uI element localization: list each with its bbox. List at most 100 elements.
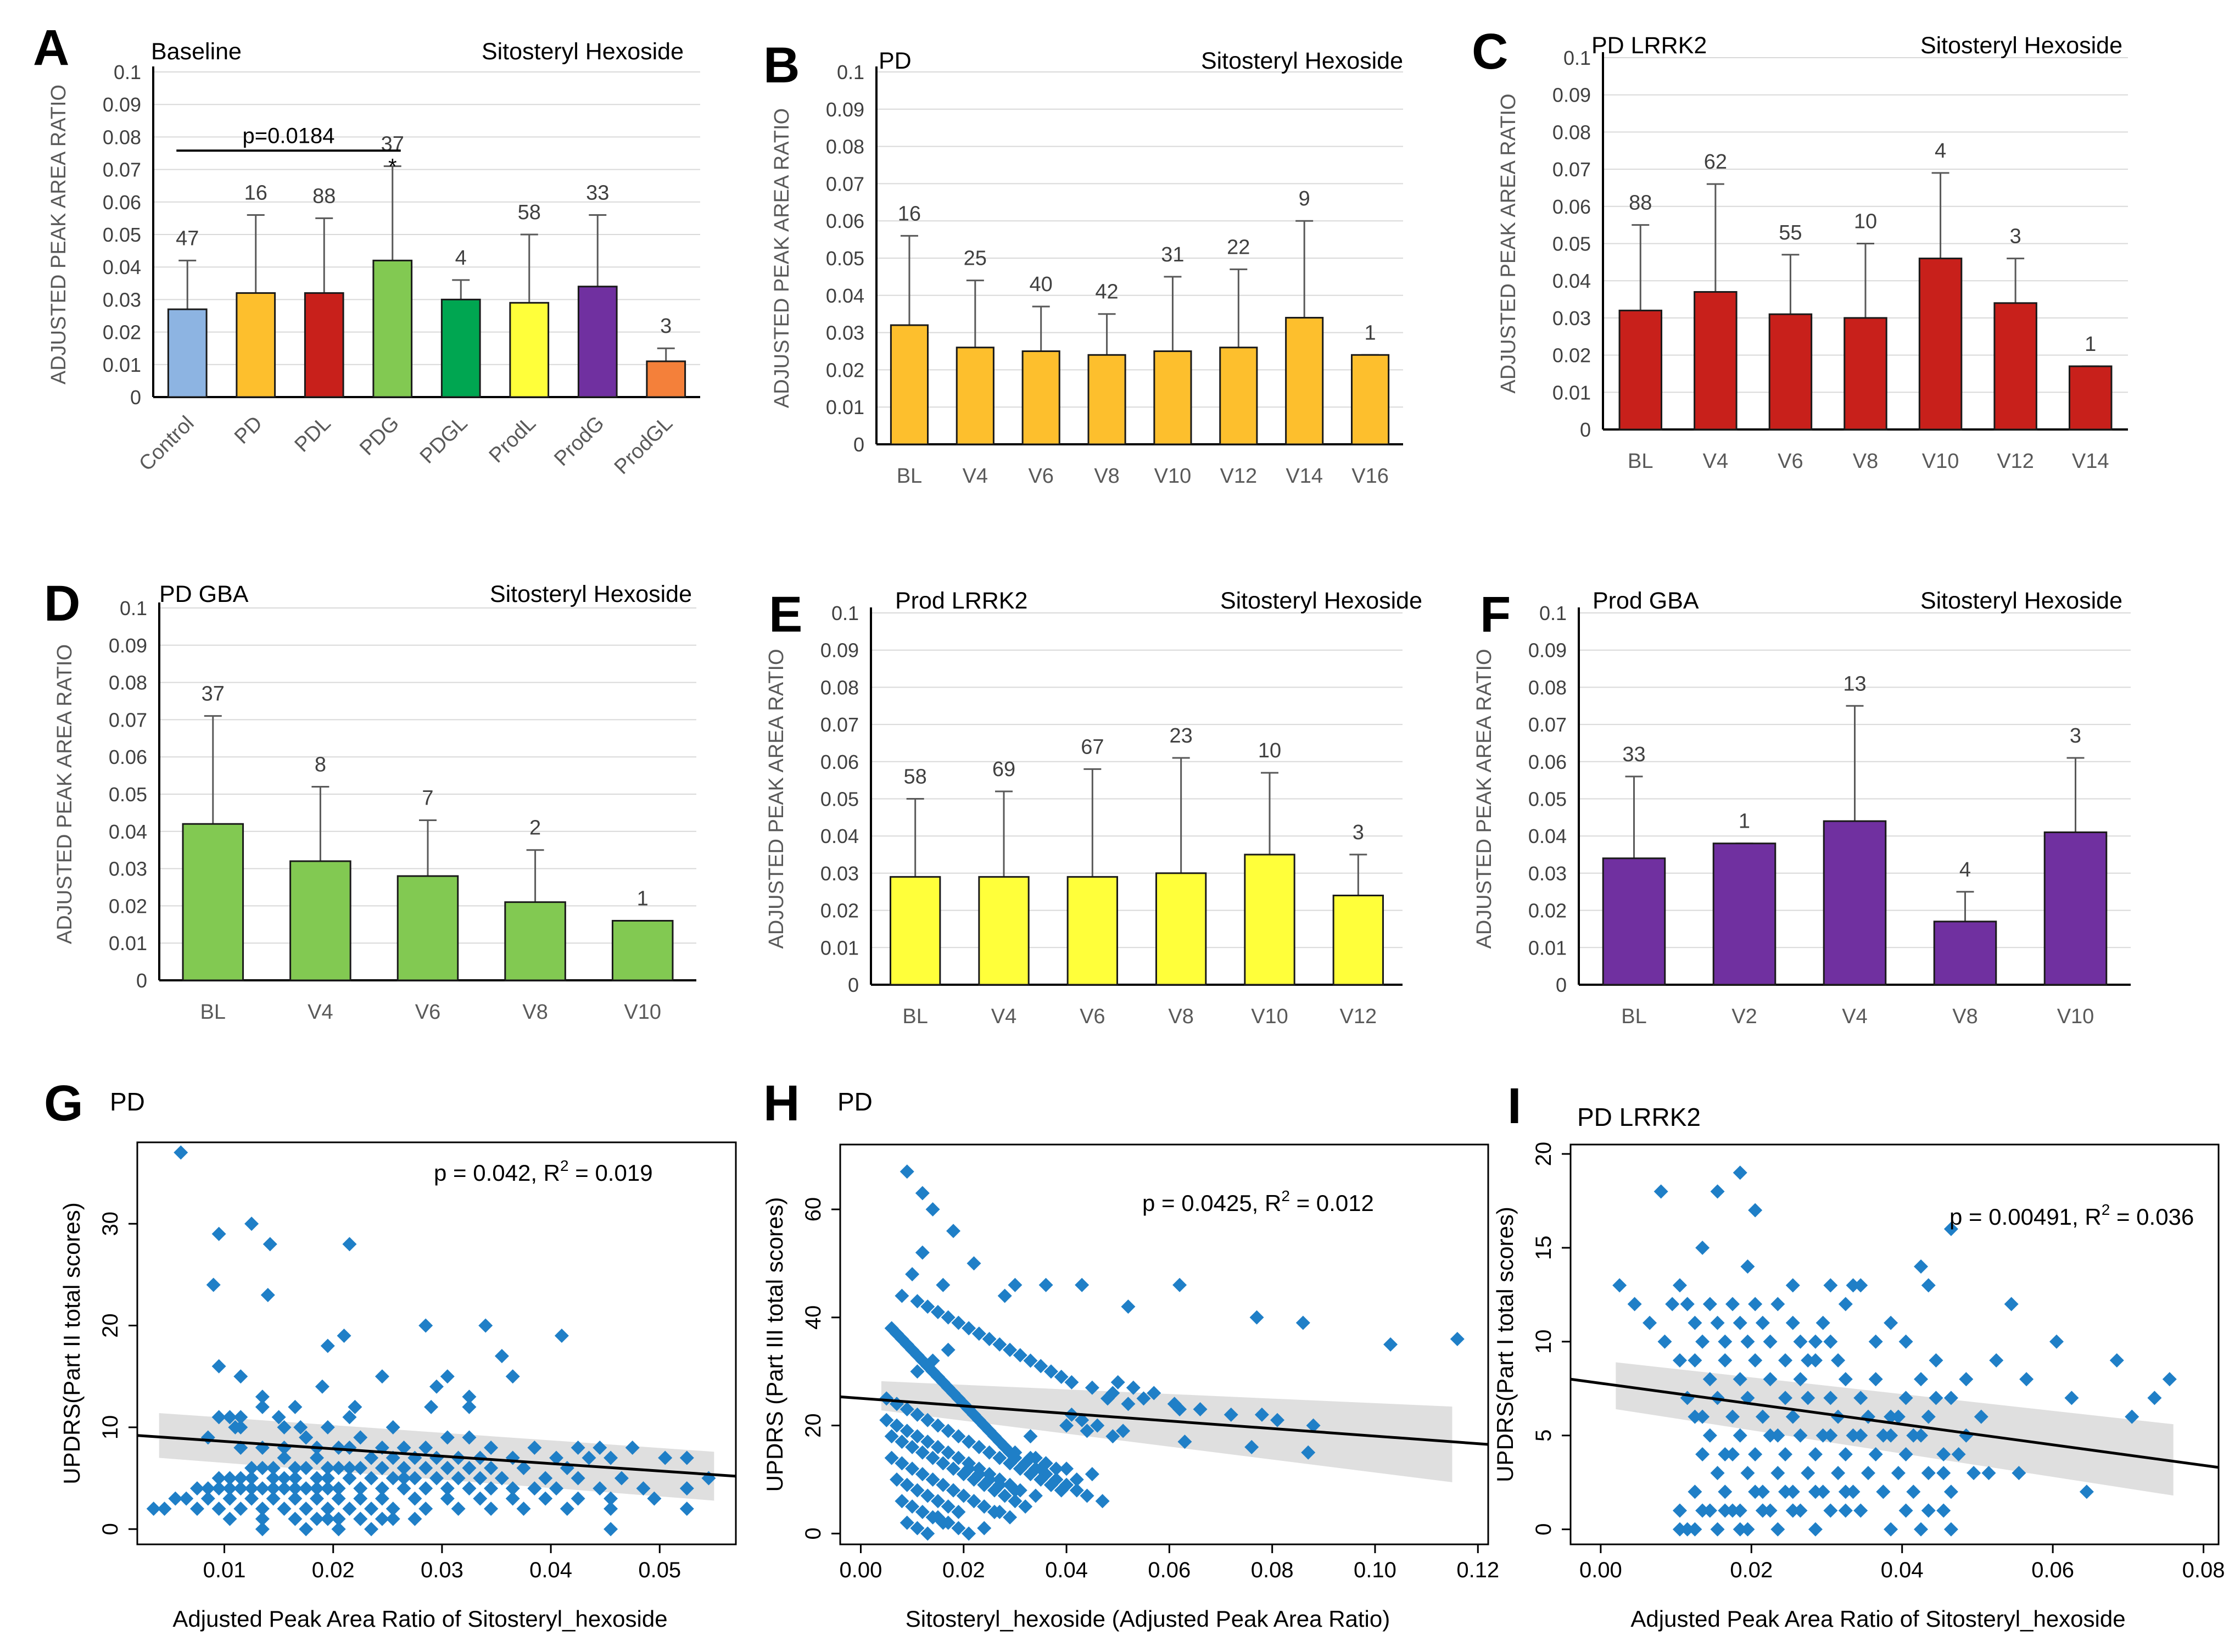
y-tick-label: 0.05 bbox=[103, 224, 141, 246]
data-point bbox=[1038, 1277, 1053, 1292]
data-point bbox=[1718, 1503, 1733, 1518]
y-tick-label: 0.04 bbox=[820, 825, 859, 847]
data-point bbox=[905, 1267, 920, 1282]
x-tick-label: V8 bbox=[1094, 465, 1119, 488]
data-point bbox=[1914, 1259, 1929, 1274]
data-point bbox=[288, 1461, 303, 1476]
x-tick-label: V12 bbox=[1220, 465, 1258, 488]
data-point bbox=[440, 1430, 455, 1445]
data-point bbox=[2064, 1391, 2079, 1405]
x-tick-label: V8 bbox=[1952, 1005, 1977, 1028]
data-point bbox=[925, 1353, 940, 1368]
sample-size-label: 8 bbox=[315, 753, 326, 776]
data-point bbox=[299, 1481, 314, 1496]
data-point bbox=[1733, 1372, 1747, 1387]
data-point bbox=[604, 1450, 618, 1465]
y-tick-label: 0.03 bbox=[1528, 862, 1567, 885]
data-point bbox=[1254, 1407, 1269, 1422]
data-point bbox=[895, 1494, 909, 1509]
data-point bbox=[1059, 1461, 1074, 1476]
data-point bbox=[2012, 1466, 2026, 1481]
data-point bbox=[288, 1481, 303, 1496]
sample-size-label: 10 bbox=[1854, 210, 1877, 233]
data-point bbox=[941, 1310, 956, 1325]
data-point bbox=[288, 1511, 303, 1526]
data-point bbox=[956, 1488, 971, 1503]
data-point bbox=[310, 1491, 324, 1506]
data-point bbox=[1733, 1428, 1747, 1443]
data-point bbox=[1136, 1391, 1151, 1406]
panel-g-scatter-plot: 0.01 0.02 0.03 0.04 0.05 0 10 20 30 Adjusted Peak… bbox=[44, 1075, 737, 1632]
data-point bbox=[1823, 1278, 1838, 1293]
data-point bbox=[647, 1491, 662, 1506]
p-value-label: p=0.0184 bbox=[243, 124, 335, 148]
compound-label: Sitosteryl Hexoside bbox=[1920, 32, 2122, 59]
data-point bbox=[538, 1471, 553, 1486]
panel-title: Prod GBA bbox=[1593, 588, 1699, 614]
stat-tail: = 0.019 bbox=[569, 1160, 653, 1186]
x-tick-label: BL bbox=[902, 1005, 928, 1028]
sample-size-label: 9 bbox=[1299, 187, 1310, 210]
data-point bbox=[396, 1471, 411, 1486]
x-tick-label: V6 bbox=[1028, 465, 1053, 488]
data-point bbox=[625, 1440, 640, 1455]
data-point bbox=[1003, 1510, 1018, 1525]
data-point bbox=[1003, 1456, 1018, 1471]
bar-control bbox=[167, 308, 208, 398]
data-point bbox=[211, 1502, 226, 1516]
data-point bbox=[174, 1145, 188, 1160]
x-tick-label: 0.06 bbox=[2031, 1558, 2074, 1582]
data-point bbox=[1763, 1372, 1778, 1387]
data-point bbox=[299, 1502, 314, 1516]
data-point bbox=[1064, 1375, 1079, 1389]
panel-f-bar-chart: 0 0.01 0.02 0.03 0.04 0.05 0.06 0.07 0.08 0.09 0.1… bbox=[1473, 587, 2131, 1028]
sample-size-label: 10 bbox=[1258, 739, 1281, 762]
data-point bbox=[244, 1491, 259, 1506]
data-point bbox=[1838, 1447, 1853, 1461]
data-point bbox=[146, 1502, 161, 1516]
data-point bbox=[604, 1491, 618, 1506]
data-point bbox=[962, 1435, 976, 1449]
data-point bbox=[1018, 1499, 1033, 1514]
bar-v2 bbox=[1712, 842, 1777, 986]
data-point bbox=[604, 1522, 618, 1537]
sample-size-label: 37 bbox=[202, 683, 225, 706]
x-axis-label: Adjusted Peak Area Ratio of Sitosteryl_h… bbox=[172, 1606, 667, 1632]
data-point bbox=[1653, 1184, 1668, 1199]
x-tick-label: 0.04 bbox=[529, 1558, 572, 1582]
stat-exponent: 2 bbox=[560, 1157, 569, 1174]
y-tick-label: 0.07 bbox=[1528, 713, 1567, 736]
data-point bbox=[1702, 1297, 1717, 1311]
data-point bbox=[941, 1424, 956, 1438]
data-point bbox=[1244, 1439, 1259, 1454]
data-point bbox=[951, 1429, 966, 1444]
data-point bbox=[900, 1515, 914, 1530]
data-point bbox=[658, 1450, 673, 1465]
data-point bbox=[571, 1440, 585, 1455]
y-tick-label: 0 bbox=[1556, 974, 1567, 996]
data-point bbox=[1785, 1409, 1800, 1424]
data-point bbox=[1861, 1466, 1875, 1481]
y-tick-label: 0.07 bbox=[1552, 158, 1591, 181]
data-point bbox=[407, 1471, 422, 1486]
x-tick-label: V12 bbox=[1340, 1005, 1377, 1028]
data-point bbox=[462, 1430, 477, 1445]
y-tick-label: 0.05 bbox=[826, 247, 864, 270]
plot-frame bbox=[839, 1143, 1489, 1545]
data-point bbox=[910, 1364, 925, 1379]
stat-annotation: p = 0.00491, R2 = 0.036 bbox=[1949, 1201, 2194, 1230]
data-point bbox=[462, 1481, 477, 1496]
data-point bbox=[440, 1369, 455, 1384]
data-point bbox=[930, 1418, 945, 1433]
data-point bbox=[222, 1410, 237, 1425]
x-tick-label: V8 bbox=[1168, 1005, 1193, 1028]
y-tick-label: 0.04 bbox=[826, 284, 864, 307]
data-point bbox=[1725, 1297, 1740, 1311]
data-point bbox=[1748, 1203, 1763, 1218]
data-point bbox=[560, 1502, 574, 1516]
panel-title: PD bbox=[837, 1087, 873, 1116]
data-point bbox=[1672, 1278, 1687, 1293]
y-tick-label: 0.06 bbox=[820, 751, 859, 773]
data-point bbox=[1069, 1483, 1084, 1498]
bar-v10 bbox=[1244, 853, 1295, 986]
